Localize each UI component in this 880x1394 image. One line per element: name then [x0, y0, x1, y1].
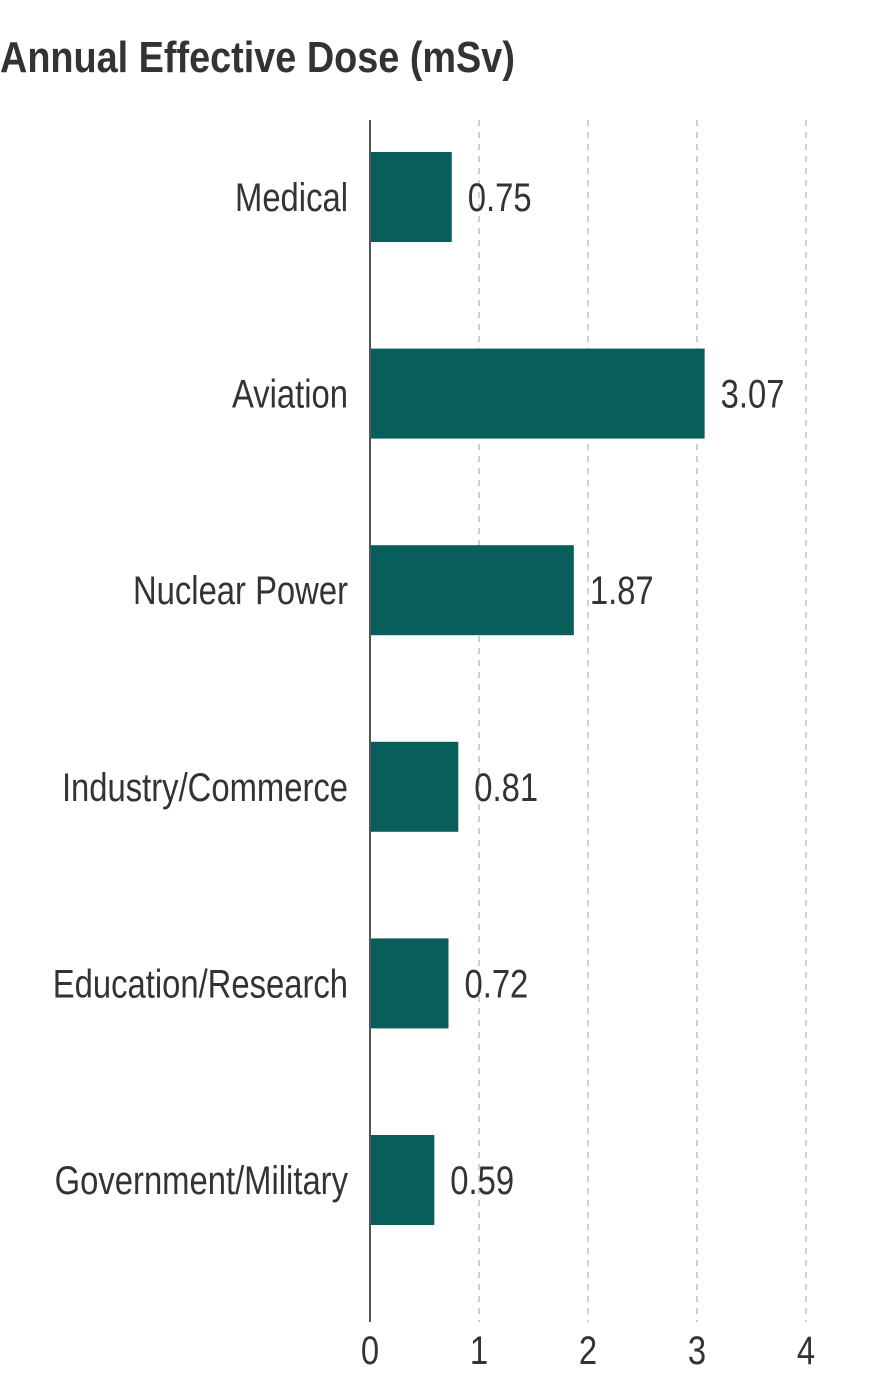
bar: [370, 741, 459, 832]
x-tick-label: 4: [797, 1328, 815, 1373]
data-label: 3.07: [721, 372, 785, 417]
bar: [370, 348, 705, 439]
data-label: 0.72: [464, 961, 528, 1006]
category-label: Aviation: [232, 372, 348, 417]
x-tick-label: 1: [470, 1328, 488, 1373]
category-label: Government/Military: [55, 1158, 349, 1203]
category-label: Education/Research: [53, 961, 348, 1006]
category-label: Nuclear Power: [133, 568, 348, 613]
data-label: 0.75: [468, 175, 532, 220]
data-label: 1.87: [590, 568, 654, 613]
data-label: 0.81: [474, 765, 538, 810]
data-label: 0.59: [450, 1158, 514, 1203]
category-label: Industry/Commerce: [62, 765, 348, 810]
bar: [370, 938, 449, 1029]
category-label: Medical: [235, 175, 348, 220]
bar: [370, 545, 574, 636]
x-tick-label: 3: [688, 1328, 706, 1373]
x-tick-label: 0: [361, 1328, 379, 1373]
bar: [370, 1135, 435, 1225]
chart-title: Annual Effective Dose (mSv): [0, 32, 515, 81]
x-tick-label: 2: [579, 1328, 597, 1373]
bar: [370, 152, 452, 242]
